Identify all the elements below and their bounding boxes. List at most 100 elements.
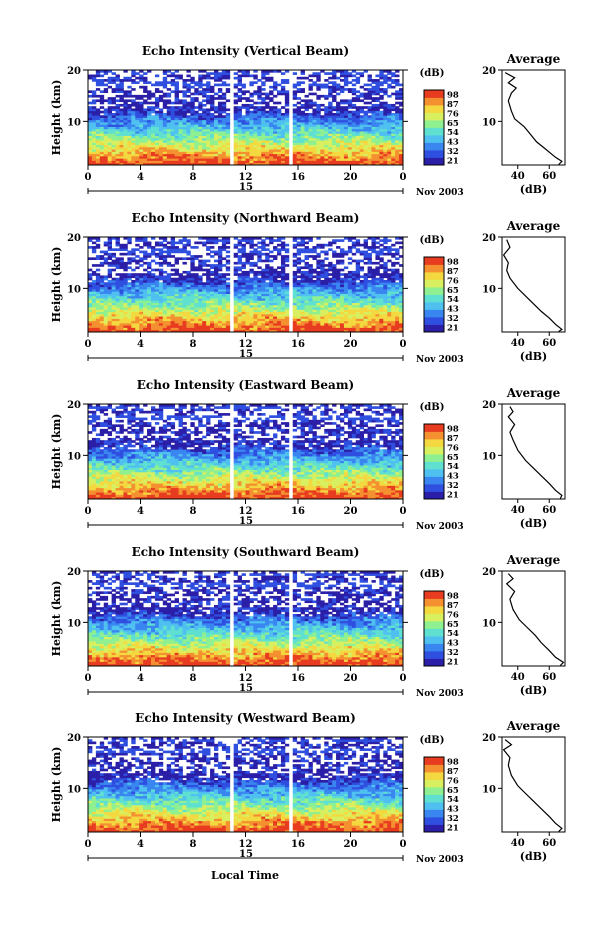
heatmap-cell — [202, 126, 207, 130]
heatmap-cell — [135, 117, 140, 121]
colorbar-tick-label: 43 — [447, 138, 459, 148]
heatmap-cell — [383, 155, 388, 159]
heatmap-cell — [245, 112, 250, 116]
heatmap-cell — [115, 302, 120, 306]
heatmap-cell — [202, 293, 207, 297]
heatmap-cell — [241, 327, 246, 331]
heatmap-cell — [186, 94, 191, 98]
heatmap-cell — [88, 112, 93, 116]
heatmap-cell — [399, 144, 404, 148]
heatmap-cell — [379, 149, 384, 152]
colorbar-step — [424, 140, 444, 143]
heatmap-cell — [214, 153, 219, 157]
heatmap-cell — [174, 88, 179, 91]
heatmap-cell — [233, 279, 239, 283]
heatmap-cell — [139, 128, 144, 132]
heatmap-cell — [107, 155, 113, 159]
heatmap-cell — [154, 160, 160, 164]
heatmap-cell — [147, 325, 152, 328]
heatmap-cell — [233, 300, 239, 303]
heatmap-cell — [198, 151, 203, 155]
heatmap-cell — [221, 304, 227, 308]
heatmap-cell — [375, 155, 380, 159]
heatmap-cell — [383, 119, 388, 123]
heatmap-cell — [206, 329, 211, 333]
heatmap-cell — [131, 298, 136, 301]
heatmap-cell — [367, 146, 372, 150]
heatmap-cell — [312, 307, 317, 310]
heatmap-cell — [332, 255, 337, 258]
heatmap-cell — [91, 295, 97, 299]
heatmap-cell — [182, 140, 187, 143]
heatmap-cell — [91, 110, 97, 114]
heatmap-cell — [308, 289, 313, 292]
heatmap-cell — [217, 142, 223, 146]
heatmap-cell — [233, 304, 239, 308]
heatmap-cell — [308, 155, 313, 159]
heatmap-cell — [312, 282, 317, 285]
heatmap-cell — [178, 327, 183, 331]
heatmap-cell — [182, 128, 187, 132]
heatmap-cell — [95, 268, 101, 272]
heatmap-cell — [139, 94, 144, 98]
heatmap-cell — [158, 282, 164, 285]
heatmap-cell — [162, 158, 168, 161]
heatmap-cell — [324, 124, 329, 127]
heatmap-cell — [139, 119, 144, 123]
heatmap-cell — [261, 144, 266, 148]
heatmap-cell — [395, 162, 400, 166]
heatmap-cell — [206, 293, 211, 297]
heatmap-cell — [312, 126, 317, 130]
heatmap-cell — [107, 239, 113, 242]
heatmap-cell — [233, 151, 239, 155]
heatmap-cell — [300, 131, 305, 134]
heatmap-cell — [225, 316, 231, 319]
heatmap-cell — [131, 137, 136, 141]
heatmap-cell — [383, 153, 388, 157]
heatmap-cell — [217, 250, 223, 254]
heatmap-cell — [107, 329, 113, 333]
heatmap-cell — [312, 295, 317, 299]
heatmap-cell — [182, 277, 187, 281]
heatmap-cell — [383, 149, 388, 152]
heatmap-cell — [127, 241, 132, 245]
heatmap-cell — [217, 88, 223, 91]
heatmap-cell — [387, 122, 392, 125]
heatmap-cell — [253, 119, 258, 123]
heatmap-cell — [210, 295, 215, 299]
heatmap-cell — [343, 128, 349, 132]
heatmap-cell — [151, 106, 156, 109]
heatmap-cell — [328, 124, 333, 127]
heatmap-cell — [257, 85, 262, 89]
heatmap-cell — [190, 160, 195, 164]
heatmap-cell — [316, 311, 321, 315]
heatmap-cell — [292, 133, 298, 136]
heatmap-cell — [324, 284, 329, 288]
heatmap-cell — [115, 266, 120, 270]
heatmap-cell — [292, 126, 298, 130]
heatmap-cell — [202, 103, 207, 107]
heatmap-cell — [198, 124, 203, 127]
heatmap-cell — [241, 255, 246, 258]
heatmap-cell — [131, 74, 136, 78]
heatmap-cell — [198, 259, 203, 263]
heatmap-cell — [265, 322, 270, 326]
heatmap-cell — [170, 291, 176, 294]
heatmap-cell — [143, 140, 148, 143]
heatmap-cell — [166, 277, 172, 281]
heatmap-cell — [221, 74, 227, 78]
heatmap-cell — [343, 106, 349, 109]
heatmap-cell — [186, 122, 191, 125]
heatmap-cell — [115, 151, 120, 155]
heatmap-cell — [328, 115, 333, 118]
heatmap-cell — [245, 106, 250, 109]
heatmap-cell — [154, 325, 160, 328]
heatmap-cell — [300, 81, 305, 84]
heatmap-cell — [111, 133, 116, 136]
colorbar-step — [424, 161, 444, 164]
heatmap-cell — [143, 307, 148, 310]
heatmap-cell — [332, 316, 337, 319]
heatmap-cell — [154, 110, 160, 114]
heatmap-cell — [127, 106, 132, 109]
heatmap-cell — [233, 246, 239, 249]
